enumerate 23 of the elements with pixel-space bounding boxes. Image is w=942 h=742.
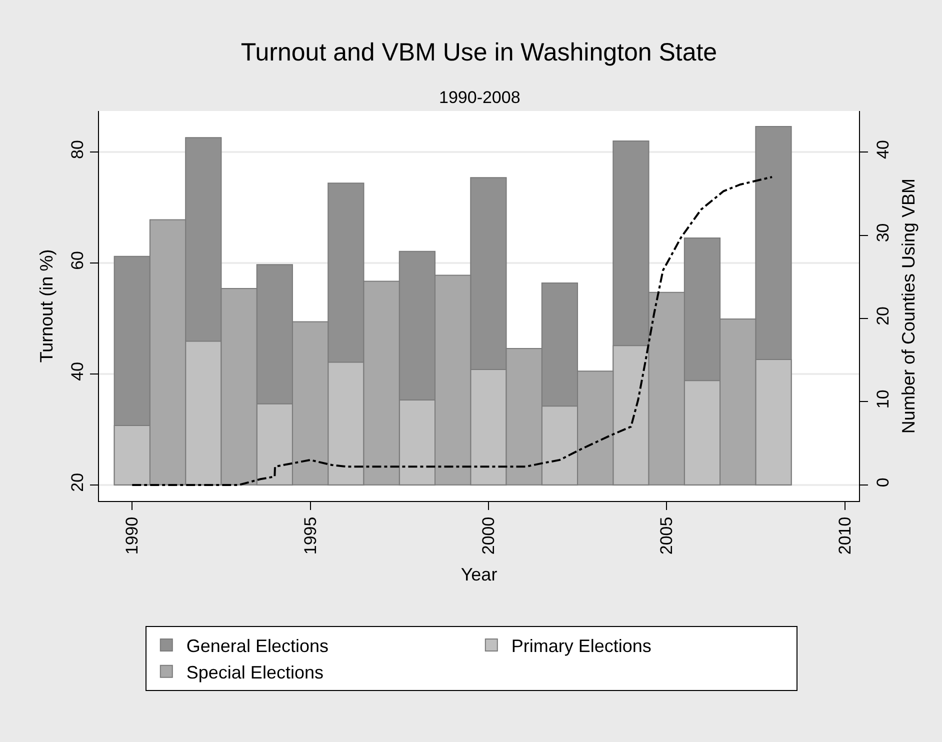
y-tick-label: 80 <box>68 140 88 159</box>
chart-title: Turnout and VBM Use in Washington State <box>240 38 718 67</box>
y-tick-label: 20 <box>68 472 88 492</box>
legend-label: General Elections <box>186 636 328 656</box>
x-tick-label: 2010 <box>835 516 854 555</box>
chart-subtitle: 1990-2008 <box>439 88 520 107</box>
y2-tick-label: 0 <box>873 478 892 488</box>
x-tick-label: 1990 <box>122 516 142 555</box>
x-tick-label: 1995 <box>300 516 320 555</box>
x-axis-title: Year <box>460 564 498 585</box>
x-tick-label: 2005 <box>657 516 676 555</box>
y2-axis-title: Number of Counties Using VBM <box>898 178 918 434</box>
y2-tick-label: 30 <box>873 223 892 242</box>
y-tick-label: 60 <box>68 251 88 270</box>
y-tick-label: 40 <box>68 362 88 381</box>
y2-tick-label: 10 <box>873 390 892 409</box>
y-axis-title: Turnout (in %) <box>36 249 56 363</box>
y2-tick-label: 20 <box>873 306 892 326</box>
y2-tick-label: 40 <box>873 140 892 159</box>
x-tick-label: 2000 <box>478 516 498 555</box>
legend-label: Special Elections <box>186 662 324 682</box>
line-series <box>131 176 774 486</box>
legend-label: Primary Elections <box>511 636 652 656</box>
